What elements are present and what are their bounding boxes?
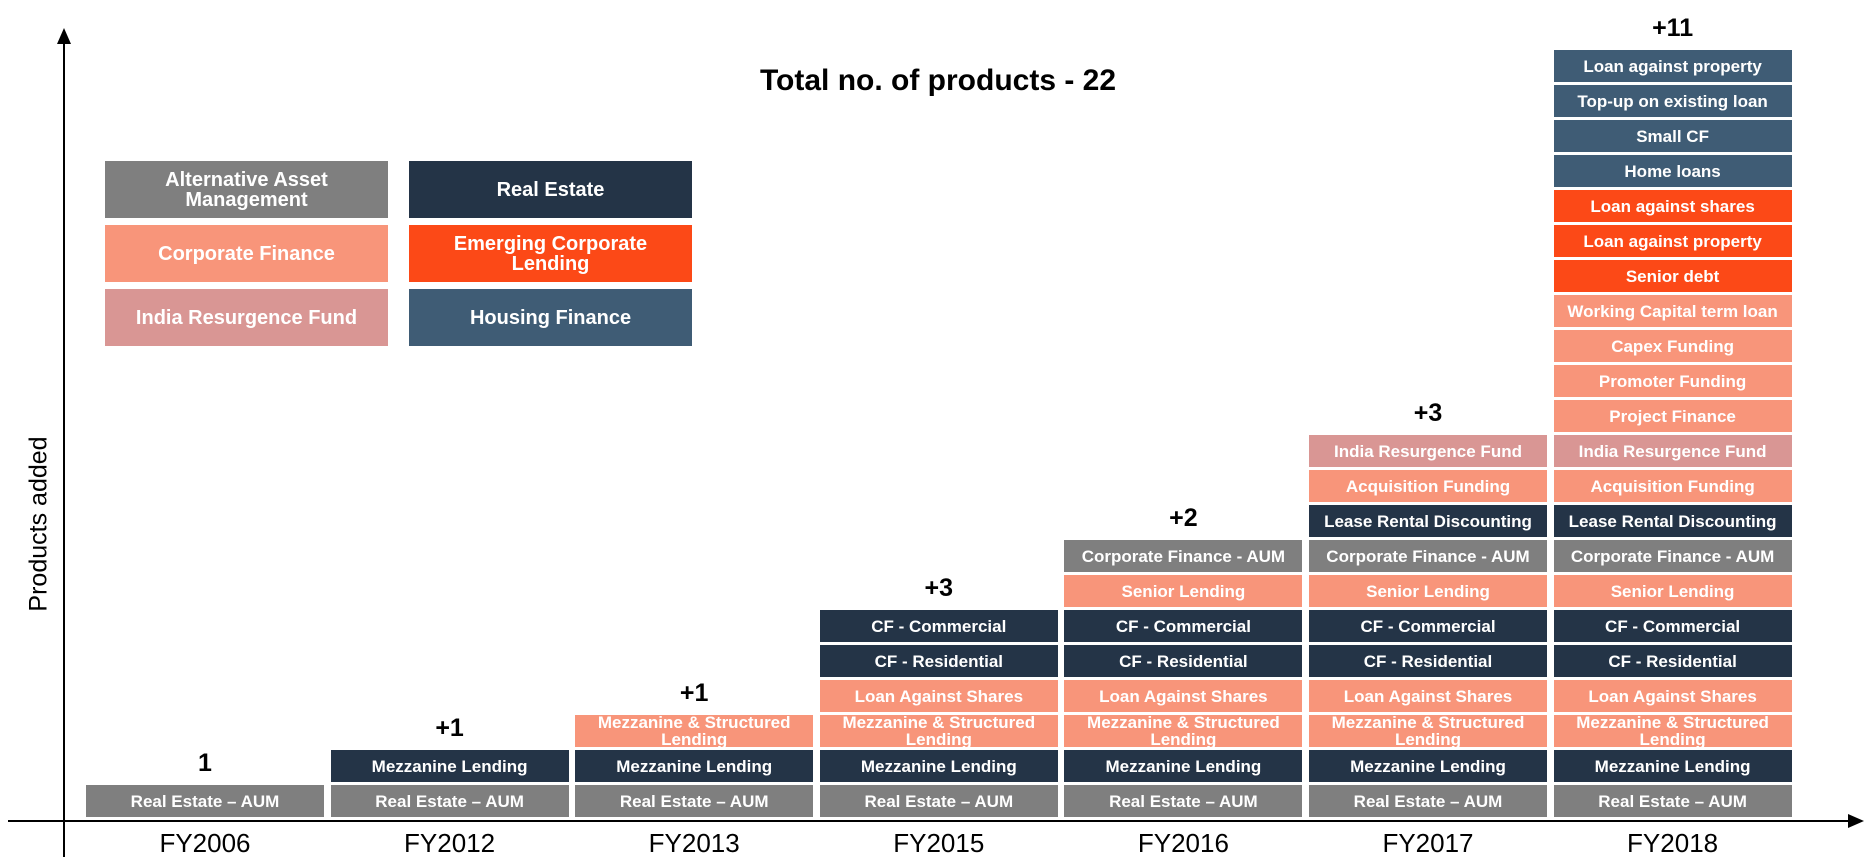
y-axis-label: Products added — [24, 436, 53, 612]
year-label: FY2018 — [1627, 828, 1719, 858]
product-block: Mezzanine Lending — [330, 750, 569, 782]
product-block: Promoter Funding — [1553, 365, 1792, 397]
year-label: FY2015 — [893, 828, 985, 858]
product-block: Real Estate – AUM — [1309, 785, 1547, 817]
added-count: +2 — [1169, 504, 1198, 532]
product-block: Real Estate – AUM — [1553, 785, 1792, 817]
product-block: Loan against property — [1553, 50, 1792, 82]
product-block: Small CF — [1553, 120, 1792, 152]
product-block: Real Estate – AUM — [86, 785, 324, 817]
product-block: Lease Rental Discounting — [1553, 505, 1792, 537]
added-count: +11 — [1652, 14, 1694, 42]
product-block: Working Capital term loan — [1553, 295, 1792, 327]
product-block: Acquisition Funding — [1309, 470, 1547, 502]
product-block: Loan Against Shares — [1309, 680, 1547, 712]
year-label: FY2006 — [159, 828, 251, 858]
product-block: Loan against shares — [1553, 190, 1792, 222]
product-block: Mezzanine & Structured Lending — [1553, 714, 1792, 748]
product-block: CF - Commercial — [1064, 610, 1303, 642]
product-block: Loan against property — [1553, 225, 1792, 257]
legend-item: Emerging Corporate Lending — [409, 225, 692, 282]
legend-item: Real Estate — [409, 161, 692, 218]
year-label: FY2017 — [1382, 828, 1474, 858]
year-label: FY2016 — [1137, 828, 1229, 858]
product-block: Loan Against Shares — [819, 680, 1058, 712]
product-block: Senior Lending — [1064, 575, 1303, 607]
y-axis-arrow — [57, 28, 71, 44]
legend-item: Corporate Finance — [105, 225, 388, 282]
legend-item: Housing Finance — [409, 289, 692, 346]
product-block: CF - Residential — [1309, 645, 1547, 677]
product-block: Loan Against Shares — [1553, 680, 1792, 712]
product-block: CF - Commercial — [819, 610, 1058, 642]
product-block: Capex Funding — [1553, 330, 1792, 362]
product-block: Corporate Finance - AUM — [1064, 540, 1303, 572]
product-block: Senior debt — [1553, 260, 1792, 292]
product-block: CF - Residential — [1064, 645, 1303, 677]
product-block: Loan Against Shares — [1064, 680, 1303, 712]
added-count: +1 — [435, 714, 464, 742]
product-block: Senior Lending — [1309, 575, 1547, 607]
product-block: Mezzanine & Structured Lending — [819, 714, 1058, 748]
product-block: Acquisition Funding — [1553, 470, 1792, 502]
product-block: Mezzanine Lending — [575, 750, 814, 782]
title: Total no. of products - 22 — [759, 64, 1117, 97]
product-block: Mezzanine & Structured Lending — [575, 714, 814, 748]
product-block: Corporate Finance - AUM — [1309, 540, 1547, 572]
product-block: Mezzanine & Structured Lending — [1064, 714, 1303, 748]
legend-item: India Resurgence Fund — [105, 289, 388, 346]
x-axis-arrow — [1848, 814, 1864, 828]
year-label: FY2012 — [404, 828, 496, 858]
product-block: Top-up on existing loan — [1553, 85, 1792, 117]
product-block: CF - Commercial — [1309, 610, 1547, 642]
product-block: Senior Lending — [1553, 575, 1792, 607]
added-count: 1 — [198, 749, 212, 777]
added-count: +1 — [679, 679, 709, 707]
product-block: Mezzanine Lending — [819, 750, 1058, 782]
product-block: Mezzanine Lending — [1064, 750, 1303, 782]
added-count: +3 — [1413, 399, 1443, 427]
product-block: Lease Rental Discounting — [1309, 505, 1547, 537]
product-block: Real Estate – AUM — [575, 785, 814, 817]
product-block: Real Estate – AUM — [1064, 785, 1303, 817]
product-block: Mezzanine & Structured Lending — [1309, 714, 1547, 748]
product-block: Corporate Finance - AUM — [1553, 540, 1792, 572]
added-count: +3 — [924, 574, 954, 602]
product-block: Home loans — [1553, 155, 1792, 187]
product-block: Real Estate – AUM — [819, 785, 1058, 817]
product-block: Project Finance — [1553, 400, 1792, 432]
product-block: Mezzanine Lending — [1553, 750, 1792, 782]
product-block: Mezzanine Lending — [1309, 750, 1547, 782]
product-block: India Resurgence Fund — [1553, 435, 1792, 467]
year-label: FY2013 — [648, 828, 740, 858]
product-block: Real Estate – AUM — [330, 785, 569, 817]
product-block: India Resurgence Fund — [1309, 435, 1547, 467]
legend-item: Alternative Asset Management — [105, 161, 388, 218]
product-block: CF - Residential — [819, 645, 1058, 677]
product-block: CF - Commercial — [1553, 610, 1792, 642]
product-block: CF - Residential — [1553, 645, 1792, 677]
